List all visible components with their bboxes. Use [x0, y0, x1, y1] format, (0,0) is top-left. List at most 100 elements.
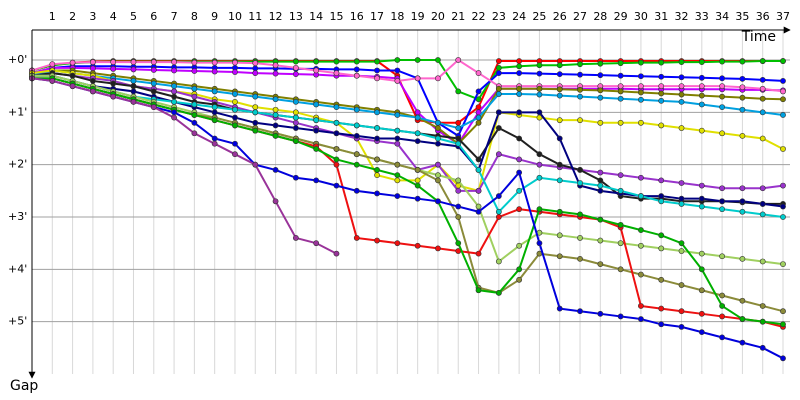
- point: [698, 74, 705, 81]
- point: [110, 80, 117, 87]
- point: [292, 98, 299, 105]
- point: [719, 130, 726, 137]
- point: [780, 78, 786, 84]
- point: [455, 177, 462, 184]
- point: [89, 78, 96, 84]
- point: [191, 68, 198, 74]
- x-tick-label: 4: [110, 10, 117, 23]
- point: [597, 94, 604, 101]
- point: [272, 62, 279, 69]
- point: [658, 73, 665, 80]
- point: [739, 255, 746, 262]
- point: [759, 109, 766, 116]
- point: [658, 321, 665, 328]
- point: [516, 91, 523, 97]
- point: [475, 208, 482, 215]
- series-line: [31, 69, 784, 130]
- point: [232, 114, 238, 121]
- point: [110, 59, 117, 65]
- point: [739, 339, 746, 346]
- point: [435, 57, 441, 63]
- point: [739, 132, 746, 139]
- point: [780, 203, 786, 210]
- point: [150, 67, 157, 73]
- point: [374, 190, 380, 197]
- point: [698, 59, 705, 65]
- point: [435, 198, 441, 205]
- point: [435, 177, 441, 184]
- point: [455, 88, 462, 95]
- point: [272, 166, 279, 173]
- point: [475, 70, 482, 76]
- point: [130, 59, 137, 65]
- point: [394, 135, 401, 142]
- point: [232, 106, 238, 113]
- x-tick-label: 3: [89, 10, 96, 23]
- point: [577, 235, 583, 241]
- point: [455, 125, 462, 131]
- point: [495, 58, 502, 64]
- point: [455, 214, 462, 220]
- point: [780, 261, 786, 267]
- point: [211, 135, 218, 142]
- point: [374, 67, 380, 74]
- point: [191, 112, 198, 118]
- y-tick-label: +2': [8, 158, 27, 171]
- point: [475, 250, 482, 257]
- x-tick-label: 9: [211, 10, 218, 23]
- point: [638, 59, 644, 66]
- point: [435, 125, 441, 131]
- point: [536, 161, 543, 168]
- point: [577, 211, 583, 218]
- point: [313, 101, 320, 108]
- point: [292, 125, 299, 131]
- point: [638, 193, 644, 199]
- point: [536, 70, 543, 77]
- point: [272, 106, 279, 113]
- point: [556, 92, 563, 99]
- point: [536, 151, 543, 158]
- point: [759, 201, 766, 207]
- point: [394, 57, 401, 63]
- series-line: [31, 69, 784, 146]
- x-tick-label: 30: [634, 10, 648, 23]
- point: [394, 140, 401, 147]
- x-tick-label: 7: [171, 10, 178, 23]
- point: [130, 98, 137, 105]
- point: [556, 135, 563, 142]
- point: [353, 151, 360, 158]
- point: [394, 240, 401, 247]
- y-tick-label: +3': [8, 210, 27, 223]
- point: [597, 182, 604, 189]
- point: [232, 59, 238, 66]
- point: [414, 138, 421, 145]
- point: [495, 289, 502, 296]
- point: [394, 67, 401, 74]
- point: [638, 83, 644, 90]
- x-tick-label: 19: [411, 10, 425, 23]
- point: [252, 119, 259, 126]
- series-line: [31, 77, 784, 360]
- x-tick-label: 36: [756, 10, 770, 23]
- x-tick-label: 14: [309, 10, 323, 23]
- point: [333, 182, 340, 189]
- point: [414, 177, 421, 184]
- point: [49, 61, 56, 68]
- x-tick-label: 1: [49, 10, 56, 23]
- point: [374, 109, 380, 116]
- point: [556, 86, 563, 93]
- point: [597, 72, 604, 79]
- point: [211, 140, 218, 147]
- point: [556, 71, 563, 78]
- point: [374, 172, 380, 179]
- point: [455, 140, 462, 147]
- point: [49, 78, 56, 84]
- point: [171, 109, 177, 116]
- point: [597, 169, 604, 176]
- point: [759, 58, 766, 64]
- point: [455, 57, 462, 63]
- point: [414, 242, 421, 249]
- point: [719, 58, 726, 65]
- x-axis-title: Time: [741, 29, 776, 45]
- point: [374, 237, 380, 244]
